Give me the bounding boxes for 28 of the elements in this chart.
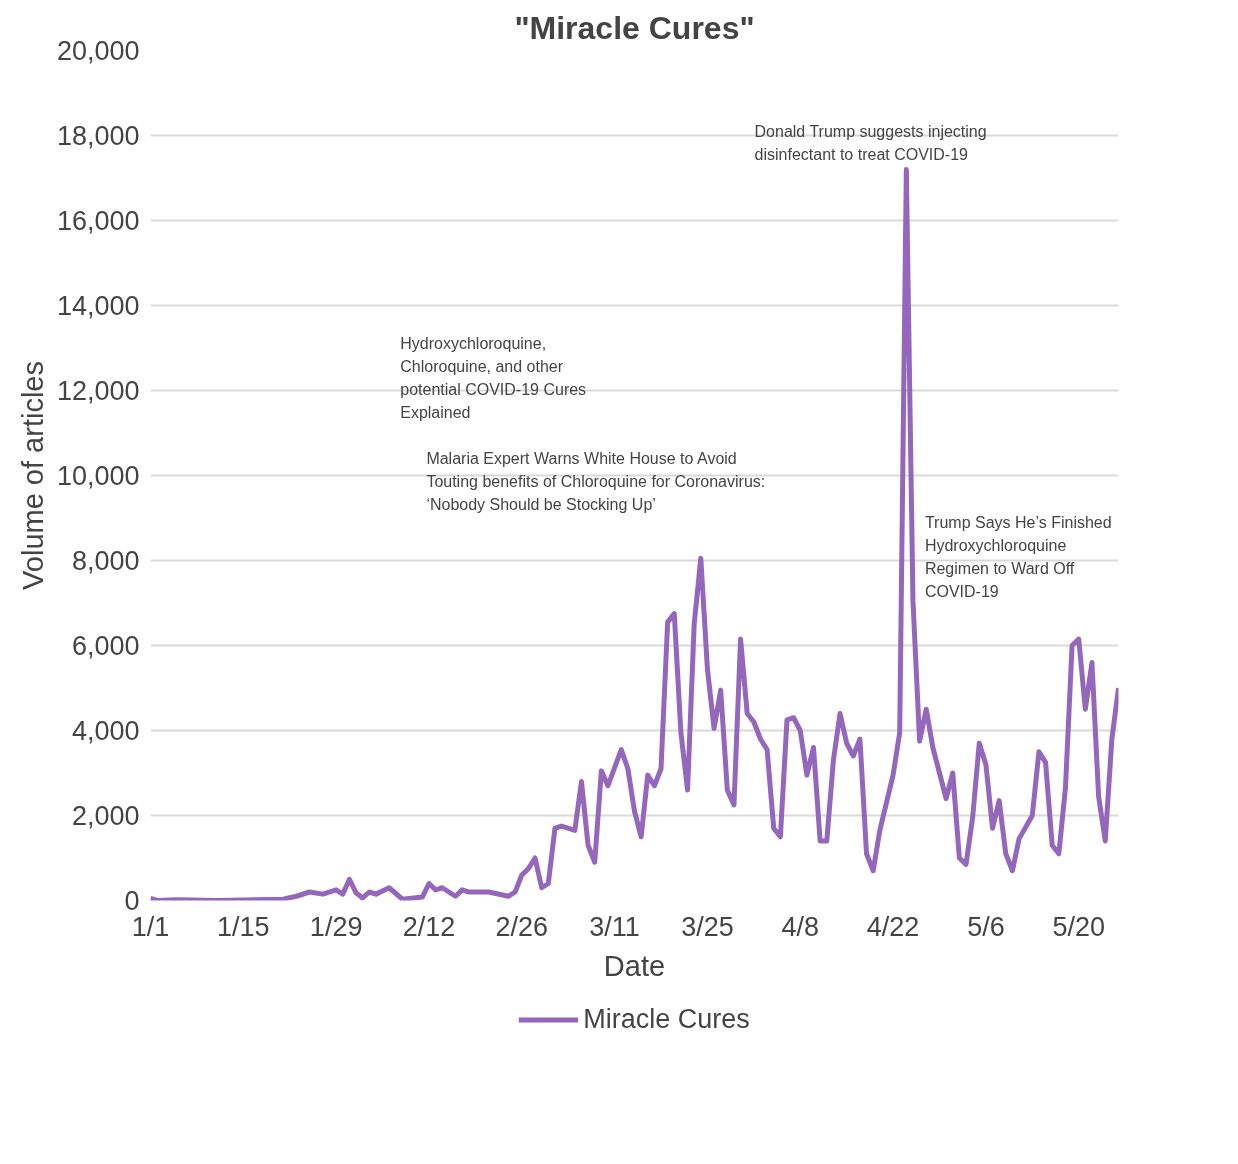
y-tick-label: 18,000 bbox=[56, 121, 140, 151]
x-tick-label: 5/20 bbox=[1052, 911, 1106, 942]
x-tick-label: 2/12 bbox=[402, 911, 456, 942]
annotation: Donald Trump suggests injecting disinfectant to treat COVID-19 bbox=[754, 122, 987, 163]
y-axis-title: Volume of articles bbox=[16, 361, 49, 590]
x-tick-label: 4/22 bbox=[866, 911, 920, 942]
x-tick-label: 4/8 bbox=[781, 911, 820, 942]
y-tick-label: 4,000 bbox=[71, 716, 140, 746]
annotation: Malaria Expert Warns White House to Avoid Touting benefits of Chloroquine for Coronavirus: ‘Nobody Should be Stocking Up’ bbox=[426, 450, 766, 513]
y-tick-label: 2,000 bbox=[71, 801, 140, 831]
x-tick-label: 3/11 bbox=[589, 911, 640, 942]
chart-title: "Miracle Cures" bbox=[514, 9, 755, 46]
y-tick-label: 14,000 bbox=[56, 291, 140, 321]
legend-label: Miracle Cures bbox=[583, 1003, 750, 1035]
y-tick-label: 8,000 bbox=[71, 546, 140, 576]
annotation: Hydroxychloroquine, Chloroquine, and other potential COVID-19 Cures Explained bbox=[400, 335, 587, 422]
x-tick-label: 2/26 bbox=[495, 911, 549, 942]
y-tick-label: 12,000 bbox=[56, 376, 140, 406]
x-tick-label: 3/25 bbox=[681, 911, 734, 942]
x-axis-title: Date bbox=[603, 949, 666, 982]
y-tick-label: 20,000 bbox=[56, 36, 140, 66]
y-tick-label: 6,000 bbox=[71, 631, 140, 661]
x-tick-label: 1/29 bbox=[309, 911, 363, 942]
y-tick-label: 10,000 bbox=[56, 461, 140, 491]
annotation: Trump Says He’s Finished Hydroxychloroquine Regimen to Ward Off COVID-19 bbox=[924, 513, 1112, 600]
y-tick-label: 16,000 bbox=[56, 206, 140, 236]
x-tick-label: 1/15 bbox=[217, 911, 270, 942]
x-tick-label: 5/6 bbox=[967, 911, 1005, 942]
